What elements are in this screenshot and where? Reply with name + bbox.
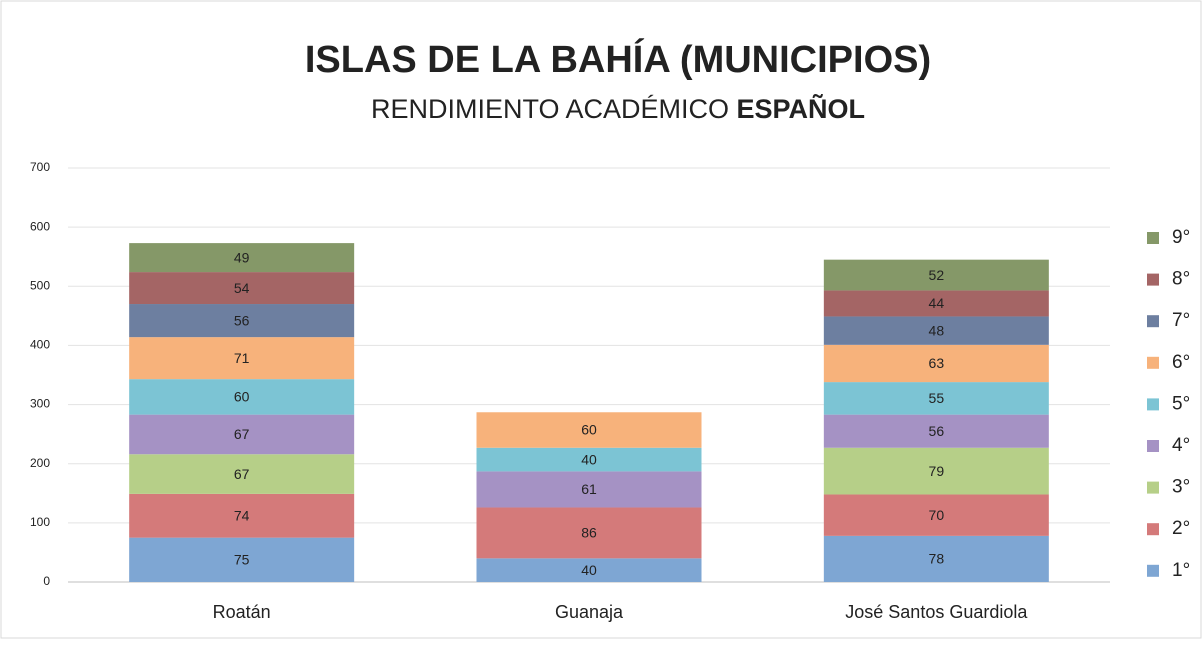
legend-label: 4° xyxy=(1172,435,1190,456)
legend-label: 8° xyxy=(1172,269,1190,290)
data-label: 40 xyxy=(581,562,597,578)
legend-swatch xyxy=(1147,398,1159,411)
legend-swatch xyxy=(1147,564,1159,577)
y-tick-label: 200 xyxy=(30,456,50,470)
data-label: 71 xyxy=(234,350,250,366)
legend-swatch xyxy=(1147,523,1159,536)
data-label: 67 xyxy=(234,426,250,442)
bar-segment xyxy=(823,447,1049,495)
bar-segment xyxy=(129,379,355,415)
data-label: 55 xyxy=(929,390,945,406)
data-label: 40 xyxy=(581,451,597,467)
y-tick-label: 100 xyxy=(30,515,50,529)
y-tick-label: 700 xyxy=(30,160,50,174)
bar-segment xyxy=(129,337,355,380)
y-tick-label: 500 xyxy=(30,278,50,292)
data-label: 54 xyxy=(234,280,250,296)
bar-segment xyxy=(823,290,1049,317)
subtitle-part: ESPAÑOL xyxy=(737,93,866,124)
x-tick-label: José Santos Guardiola xyxy=(845,602,1028,622)
bar-segment xyxy=(129,243,355,273)
legend-label: 7° xyxy=(1172,310,1190,331)
legend-swatch xyxy=(1147,481,1159,494)
data-label: 79 xyxy=(929,463,945,479)
legend-label: 6° xyxy=(1172,352,1190,373)
bar-segment xyxy=(823,535,1049,582)
bar-segment xyxy=(129,272,355,305)
legend-swatch xyxy=(1147,232,1159,244)
y-tick-label: 600 xyxy=(30,219,50,233)
legend-label: 2° xyxy=(1172,518,1190,539)
y-tick-label: 300 xyxy=(30,397,50,411)
bar-segment xyxy=(476,471,702,508)
data-label: 56 xyxy=(234,312,250,328)
data-label: 67 xyxy=(234,466,250,482)
legend-label: 1° xyxy=(1172,560,1190,581)
bar-segment xyxy=(823,382,1049,415)
bar-segment xyxy=(476,507,702,559)
legend-label: 5° xyxy=(1172,393,1190,414)
bar-segment xyxy=(129,304,355,338)
legend-swatch xyxy=(1147,273,1159,286)
legend-swatch xyxy=(1147,315,1159,328)
y-tick-label: 0 xyxy=(43,574,50,588)
data-label: 75 xyxy=(234,552,250,568)
data-label: 63 xyxy=(929,355,945,371)
data-label: 60 xyxy=(581,422,597,438)
bar-segment xyxy=(476,447,702,472)
chart-title: ISLAS DE LA BAHÍA (MUNICIPIOS) xyxy=(305,37,931,81)
x-tick-label: Guanaja xyxy=(555,602,624,622)
bar-segment xyxy=(129,537,355,582)
bar-segment xyxy=(823,259,1049,291)
bar-segment xyxy=(476,558,702,582)
legend-label: 9° xyxy=(1172,227,1190,248)
bar-segment xyxy=(129,414,355,455)
bar-segment xyxy=(823,344,1049,383)
bar-segment xyxy=(476,412,702,448)
legend-swatch xyxy=(1147,440,1159,452)
y-tick-label: 400 xyxy=(30,338,50,352)
data-label: 78 xyxy=(929,551,945,567)
legend-label: 3° xyxy=(1172,477,1190,498)
bar-segment xyxy=(129,454,355,494)
bar-segment xyxy=(823,494,1049,536)
legend-swatch xyxy=(1147,356,1159,369)
bar-segment xyxy=(129,493,355,538)
data-label: 44 xyxy=(929,295,945,311)
data-label: 70 xyxy=(929,507,945,523)
data-label: 56 xyxy=(929,423,945,439)
x-tick-label: Roatán xyxy=(213,602,271,622)
subtitle-part: RENDIMIENTO ACADÉMICO xyxy=(371,94,729,124)
bar-segment xyxy=(823,414,1049,448)
data-label: 86 xyxy=(581,525,597,541)
data-label: 74 xyxy=(234,507,250,523)
data-label: 48 xyxy=(929,322,945,338)
data-label: 61 xyxy=(581,481,597,497)
data-label: 49 xyxy=(234,249,250,265)
bar-segment xyxy=(823,316,1049,345)
chart-subtitle: RENDIMIENTO ACADÉMICO ESPAÑOL xyxy=(371,93,865,124)
data-label: 60 xyxy=(234,389,250,405)
data-label: 52 xyxy=(929,267,945,283)
